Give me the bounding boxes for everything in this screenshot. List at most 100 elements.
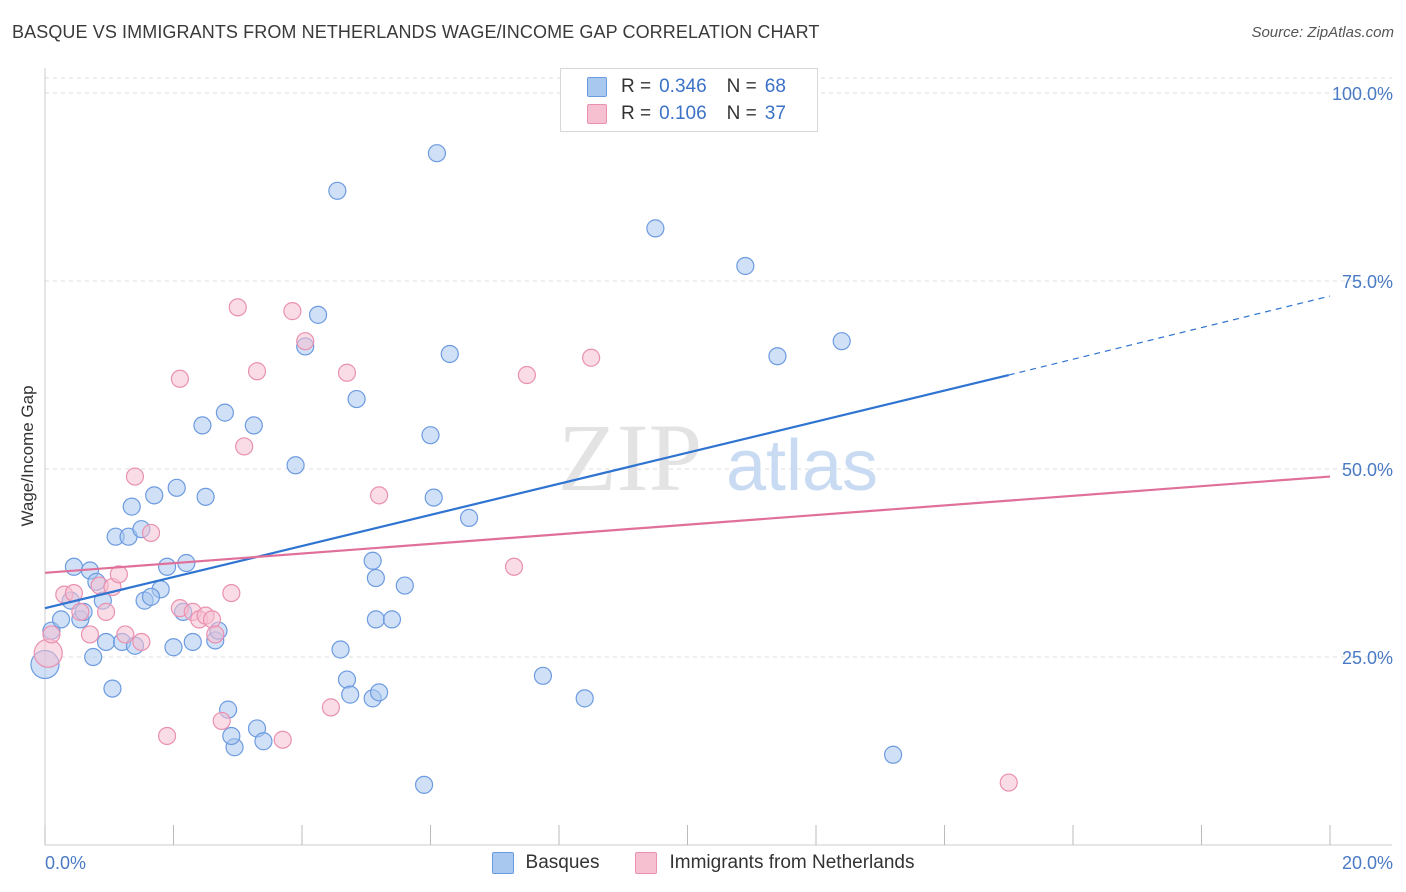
point-basques — [157, 557, 177, 576]
point-basques — [370, 683, 389, 702]
point-basques — [424, 488, 443, 507]
point-basques — [196, 487, 215, 506]
chart-title: BASQUE VS IMMIGRANTS FROM NETHERLANDS WA… — [12, 22, 820, 42]
legend-r-label: R = — [621, 103, 652, 124]
point-basques — [64, 557, 84, 576]
legend-n-label: N = — [726, 76, 757, 97]
legend-item-netherlands: Immigrants from Netherlands — [635, 852, 914, 874]
point-netherlands — [116, 625, 135, 644]
point-basques — [427, 144, 447, 163]
point-basques — [414, 775, 434, 794]
point-basques — [244, 416, 263, 435]
trend-lines — [44, 295, 1331, 610]
point-basques — [122, 497, 141, 516]
x-tick-label-max: 20.0% — [1342, 853, 1393, 873]
point-netherlands — [504, 557, 524, 576]
point-basques — [254, 732, 273, 751]
y-tick-label: 50.0% — [1342, 460, 1393, 480]
watermark-zip: ZIP — [558, 404, 702, 511]
point-basques — [366, 568, 385, 588]
point-basques — [736, 256, 755, 276]
legend-item-basques: Basques — [491, 852, 600, 874]
x-tick-label-min: 0.0% — [45, 853, 86, 873]
point-netherlands — [141, 523, 161, 543]
point-basques — [103, 679, 122, 698]
point-basques — [459, 508, 479, 527]
point-netherlands — [96, 602, 116, 621]
point-basques — [308, 305, 328, 324]
point-netherlands — [283, 302, 302, 321]
point-basques — [533, 666, 553, 685]
point-netherlands — [370, 486, 389, 505]
point-basques — [193, 416, 212, 435]
point-netherlands — [206, 625, 225, 644]
watermark: ZIP atlas — [558, 404, 878, 511]
point-basques — [366, 610, 385, 629]
point-netherlands — [33, 638, 63, 668]
tick-labels: 25.0% 50.0% 75.0% 100.0% 0.0% 20.0% — [45, 84, 1393, 873]
chart-source: Source: ZipAtlas.com — [1251, 24, 1394, 41]
grid-lines — [45, 77, 1392, 658]
y-tick-label: 75.0% — [1342, 272, 1393, 292]
legend-swatch-pink — [635, 852, 658, 874]
point-netherlands — [273, 730, 292, 749]
legend-swatch-blue — [587, 77, 607, 97]
point-basques — [51, 610, 71, 629]
point-netherlands — [170, 369, 190, 388]
point-basques — [331, 640, 350, 659]
legend-swatch-pink — [587, 104, 607, 124]
point-netherlands — [71, 602, 90, 621]
axes — [44, 68, 1392, 846]
point-basques — [164, 638, 183, 657]
series-netherlands — [33, 298, 1018, 792]
correlation-legend: R = 0.346 N = 68 R = 0.106 N = 37 — [560, 68, 818, 132]
point-basques — [337, 670, 357, 689]
legend-r-label: R = — [621, 76, 652, 97]
point-netherlands — [109, 565, 128, 584]
legend-n-value: 37 — [764, 103, 786, 124]
legend-label-basques: Basques — [525, 852, 600, 873]
y-axis-label: Wage/Income Gap — [18, 385, 37, 526]
legend-label-netherlands: Immigrants from Netherlands — [669, 852, 915, 873]
point-basques — [84, 647, 103, 667]
point-basques — [768, 347, 787, 366]
trend-line-netherlands — [44, 475, 1331, 574]
series-legend: Basques Immigrants from Netherlands — [0, 852, 1406, 874]
legend-row-netherlands: R = 0.106 N = 37 — [587, 101, 786, 127]
point-netherlands — [517, 365, 536, 385]
point-basques — [440, 344, 459, 364]
point-netherlands — [235, 437, 254, 456]
point-netherlands — [125, 467, 145, 486]
legend-row-basques: R = 0.346 N = 68 — [587, 74, 786, 100]
point-basques — [575, 689, 594, 708]
point-netherlands — [132, 632, 151, 652]
point-netherlands — [202, 610, 222, 629]
point-netherlands — [222, 583, 241, 603]
point-netherlands — [212, 711, 231, 731]
point-basques — [341, 685, 360, 704]
point-basques — [646, 219, 665, 238]
point-basques — [167, 478, 186, 497]
point-basques — [883, 745, 903, 764]
legend-n-value: 68 — [764, 76, 786, 97]
point-basques — [347, 389, 366, 409]
point-basques — [328, 181, 347, 200]
point-netherlands — [80, 625, 100, 644]
legend-r-value: 0.106 — [659, 103, 707, 124]
point-basques — [145, 486, 164, 505]
point-netherlands — [296, 332, 315, 351]
trend-line-basques — [44, 373, 1010, 610]
y-tick-label: 25.0% — [1342, 648, 1393, 668]
point-basques — [286, 456, 305, 475]
point-basques — [96, 632, 116, 652]
point-basques — [421, 426, 440, 445]
point-netherlands — [247, 362, 267, 381]
point-netherlands — [337, 363, 357, 382]
point-basques — [183, 632, 202, 652]
point-basques — [222, 726, 241, 746]
point-netherlands — [157, 726, 177, 746]
point-basques — [141, 587, 161, 606]
point-netherlands — [42, 625, 61, 644]
point-netherlands — [228, 298, 247, 317]
